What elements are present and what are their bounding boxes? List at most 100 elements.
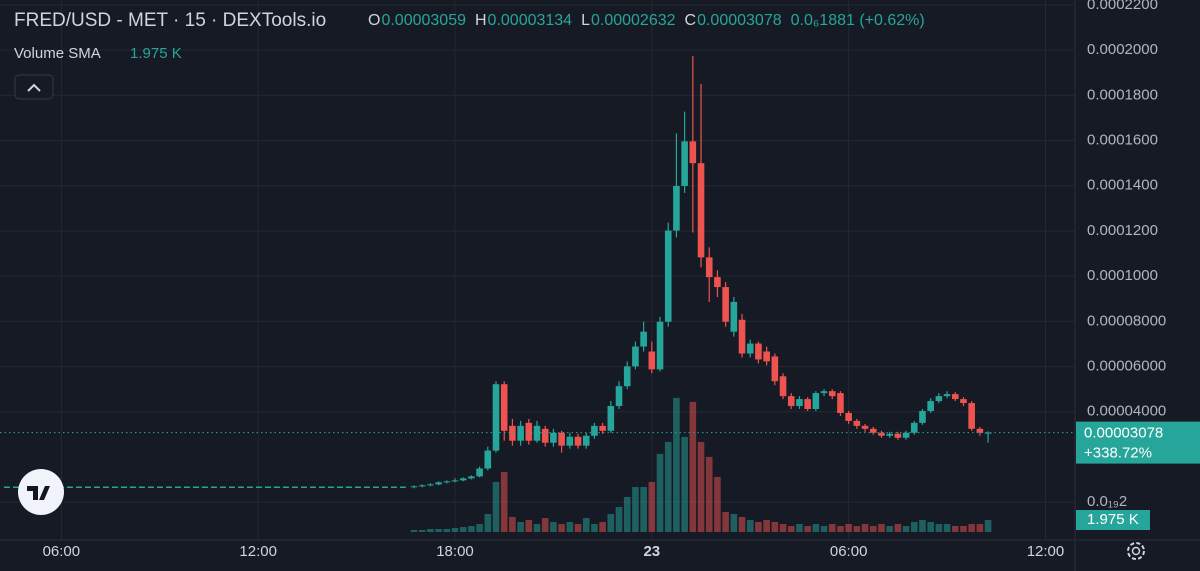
candle-body <box>640 331 647 347</box>
volume-bar <box>755 521 762 532</box>
volume-bar <box>681 436 688 532</box>
volume-bar <box>648 481 656 532</box>
candle-body <box>853 420 861 426</box>
candle-body <box>984 432 992 434</box>
gear <box>1127 542 1145 560</box>
candle-body <box>541 428 549 443</box>
candle-body <box>869 428 877 433</box>
y-tick-label: 0.00006000 <box>1087 358 1166 375</box>
volume-bar <box>623 496 631 532</box>
ohlc-label: O <box>368 12 380 29</box>
candle-body <box>755 343 762 360</box>
y-tick-label: 0.00004000 <box>1087 403 1166 420</box>
ohlc-value: 0.00003059 <box>381 12 466 29</box>
volume-bar <box>632 486 639 532</box>
volume-sma-value: 1.975 K <box>130 45 182 62</box>
volume-bar <box>796 523 803 532</box>
volume-bar <box>984 519 992 532</box>
y-tick-label: 0.0001200 <box>1087 222 1158 239</box>
logo-mark <box>27 486 50 500</box>
candle-body <box>894 433 902 438</box>
candle-body <box>796 399 803 407</box>
candle-body <box>697 163 705 258</box>
volume-bar <box>525 519 533 532</box>
candle-body <box>960 399 967 404</box>
volume-bar <box>976 523 984 532</box>
candle-body <box>902 432 910 438</box>
candle-body <box>623 366 631 387</box>
candle-body <box>705 257 713 278</box>
ohlc-label: H <box>475 12 487 29</box>
x-tick-label: 23 <box>643 543 660 560</box>
volume-bar <box>951 525 959 532</box>
y-tick-label: 0.0₁₉2 <box>1087 493 1127 510</box>
candle-body <box>459 478 467 481</box>
volume-bar <box>886 525 893 532</box>
volume-bar <box>640 486 647 532</box>
volume-bar <box>820 525 828 532</box>
volume-bar <box>599 521 606 532</box>
volume-bar <box>935 523 943 532</box>
volume-bar <box>500 471 508 532</box>
candle-body <box>673 185 680 231</box>
ohlc-label: L <box>581 12 590 29</box>
volume-bar <box>435 528 442 532</box>
candle-body <box>451 480 459 482</box>
volume-bar <box>853 525 861 532</box>
candle-body <box>656 321 664 370</box>
volume-bar <box>574 523 582 532</box>
candle-body <box>582 435 590 446</box>
candle-body <box>812 393 820 409</box>
last-change-label: +338.72% <box>1084 445 1152 462</box>
collapse-icon <box>27 83 41 92</box>
volume-bar <box>927 521 934 532</box>
volume-bar <box>410 529 418 532</box>
volume-bar <box>607 513 615 532</box>
settings-icon[interactable] <box>1127 542 1145 560</box>
candle-body <box>484 450 492 469</box>
gear-hub <box>1131 546 1141 556</box>
candle-body <box>427 484 434 486</box>
collapse-button[interactable] <box>14 74 54 100</box>
candle-body <box>927 401 934 411</box>
volume-bar <box>812 523 820 532</box>
y-tick-label: 0.0001800 <box>1087 86 1158 103</box>
candle-body <box>828 391 836 397</box>
logo[interactable] <box>18 469 64 515</box>
y-tick-label: 0.0001000 <box>1087 267 1158 284</box>
candle-body <box>919 410 926 423</box>
volume-bar <box>960 525 967 532</box>
volume-sma-box <box>1076 510 1150 531</box>
y-tick-label: 0.0002200 <box>1087 0 1158 13</box>
y-tick-label: 0.0001600 <box>1087 132 1158 149</box>
volume-bar <box>943 523 951 532</box>
volume-bar <box>476 523 483 532</box>
candle-body <box>443 481 451 483</box>
labels: 0.0002200 0.0002000 0.0001800 0.0001600 0.00… <box>43 0 1200 560</box>
candle-body <box>599 425 606 431</box>
chart-title: FRED/USD - MET · 15 · DEXTools.io <box>14 10 326 31</box>
candle-body <box>779 376 787 397</box>
volume-bar <box>591 523 598 532</box>
candle-body <box>607 406 615 431</box>
candle-body <box>509 425 516 441</box>
volume-bar <box>746 519 754 532</box>
candle-body <box>681 141 688 186</box>
volume-bar <box>566 521 574 532</box>
volume-bar <box>828 523 836 532</box>
y-tick-label: 0.00008000 <box>1087 312 1166 329</box>
candle-body <box>468 476 475 479</box>
candle-body <box>746 343 754 354</box>
candle-body <box>435 482 442 485</box>
grid <box>0 0 1075 540</box>
volume-bar <box>878 523 885 532</box>
volume-bar <box>779 523 787 532</box>
candle-body <box>804 399 811 409</box>
candle-body <box>492 384 500 451</box>
candle-body <box>664 230 672 322</box>
candle-body <box>574 436 582 446</box>
candle-body <box>738 319 746 354</box>
candle-body <box>418 485 426 487</box>
volume-bar <box>468 525 475 532</box>
